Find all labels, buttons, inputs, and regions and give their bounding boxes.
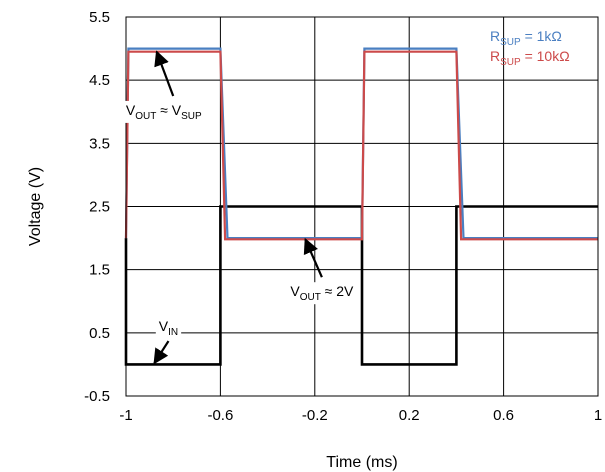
annotation-background	[122, 100, 206, 123]
annotation-arrow	[153, 340, 170, 365]
x-axis-title: Time (ms)	[326, 454, 397, 471]
annotations: VOUT ≈ VSUP VOUT ≈ 2V VIN	[122, 50, 358, 365]
x-tick-label: 0.6	[493, 407, 514, 424]
x-tick-label: -0.6	[207, 407, 233, 424]
annotation-label-1: VOUT ≈ 2V	[290, 283, 354, 303]
x-tick-label: -0.2	[302, 407, 328, 424]
plot-frame	[125, 16, 599, 397]
y-tick-label: 2.5	[89, 199, 110, 216]
legend-entry-1: RSUP = 10kΩ	[490, 48, 570, 68]
tick-labels: -1 -0.6 -0.2 0.2 0.6 1 -0.5 0.5 1.5 2.5 3.5 4.5 5.5	[84, 9, 602, 424]
x-tick-label: -1	[119, 407, 132, 424]
y-tick-label: 0.5	[89, 325, 110, 342]
y-tick-label: 1.5	[89, 262, 110, 279]
y-tick-label: 5.5	[89, 9, 110, 26]
y-tick-label: 3.5	[89, 135, 110, 152]
y-tick-label: -0.5	[84, 388, 110, 405]
annotation-label-0: VOUT ≈ VSUP	[126, 102, 202, 122]
x-tick-label: 0.2	[399, 407, 420, 424]
annotation-arrow	[303, 237, 323, 278]
y-tick-label: 4.5	[89, 72, 110, 89]
x-tick-label: 1	[594, 407, 602, 424]
annotation-arrow	[154, 50, 175, 97]
annotation-background	[155, 316, 182, 339]
annotation-label-2: VIN	[159, 318, 178, 338]
legend-entry-0: RSUP = 1kΩ	[490, 28, 562, 48]
y-axis-title: Voltage (V)	[27, 167, 44, 246]
annotation-background	[287, 282, 358, 305]
